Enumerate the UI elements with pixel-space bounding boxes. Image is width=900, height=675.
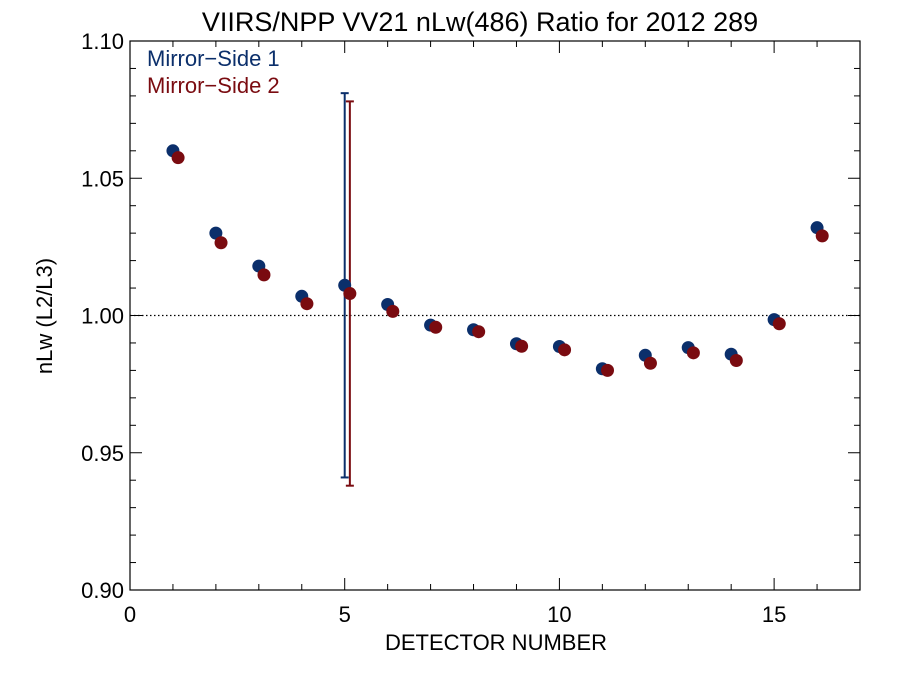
series-2-point (343, 287, 357, 301)
series-2-point (558, 343, 572, 357)
y-tick-label: 1.05 (81, 166, 124, 191)
series-2-point (515, 339, 529, 353)
y-axis-label: nLw (L2/L3) (32, 258, 57, 374)
series-2-point (815, 229, 829, 243)
y-tick-label: 0.90 (81, 578, 124, 603)
series-2-point (214, 236, 228, 250)
series-2-point (429, 320, 443, 334)
x-tick-label: 0 (124, 602, 136, 627)
series-2-point (601, 363, 615, 377)
x-tick-label: 5 (339, 602, 351, 627)
series-2-point (257, 268, 271, 282)
y-tick-label: 1.00 (81, 304, 124, 329)
x-tick-label: 10 (547, 602, 571, 627)
x-axis-label: DETECTOR NUMBER (385, 630, 607, 655)
series-2-point (386, 304, 400, 318)
chart-title: VIIRS/NPP VV21 nLw(486) Ratio for 2012 2… (202, 7, 758, 37)
plot-area: 0 5 10 15 0.90 0.95 1.00 1.05 1.10 Mirror−Side 1M… (81, 29, 861, 627)
x-tick-label: 15 (762, 602, 786, 627)
series-2-point (686, 346, 700, 360)
series-1-point (209, 226, 223, 240)
series-2-point (772, 317, 786, 331)
series-2-point (171, 151, 185, 165)
series-2-point (643, 356, 657, 370)
series-2-point (472, 325, 486, 339)
legend-entry: Mirror−Side 1 (147, 46, 280, 71)
y-tick-label: 1.10 (81, 29, 124, 54)
series-2-point (729, 354, 743, 368)
y-tick-label: 0.95 (81, 441, 124, 466)
legend-entry: Mirror−Side 2 (147, 73, 280, 98)
series-2-point (300, 297, 314, 311)
